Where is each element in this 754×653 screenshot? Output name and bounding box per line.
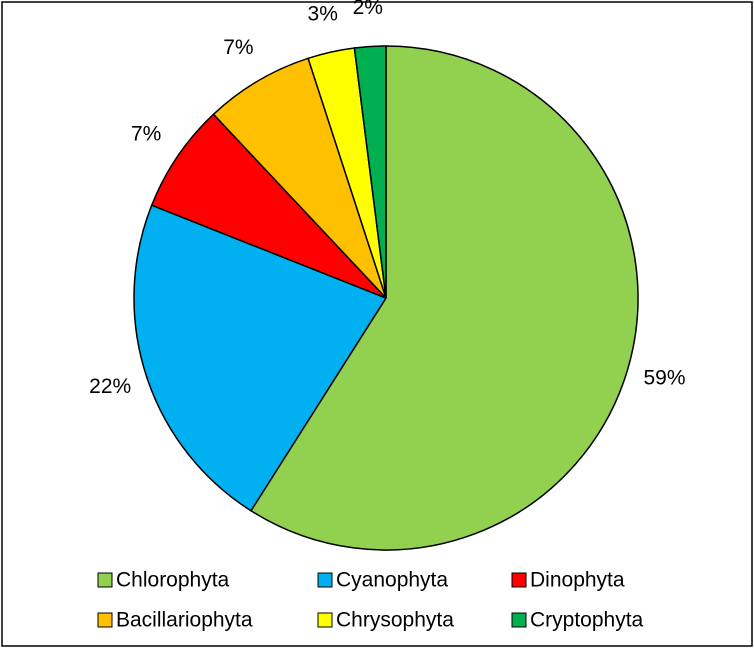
legend-swatch [97, 572, 113, 588]
data-label: 22% [89, 375, 131, 398]
legend-label: Bacillariophyta [116, 609, 253, 632]
pie-slice [150, 113, 387, 299]
pie-slice [353, 45, 387, 299]
legend-label: Chrysophyta [336, 609, 454, 632]
legend-swatch [97, 612, 113, 628]
data-label: 2% [353, 0, 383, 19]
pie-slice [212, 57, 387, 299]
data-label: 7% [131, 123, 161, 146]
pie-slice [249, 45, 639, 551]
legend-label: Chlorophyta [116, 569, 230, 592]
legend-swatch [317, 572, 333, 588]
legend-swatch [511, 612, 527, 628]
pie-slice [133, 204, 388, 512]
data-label: 3% [308, 3, 338, 26]
legend-swatch [317, 612, 333, 628]
legend-label: Dinophyta [530, 569, 625, 592]
data-label: 59% [643, 366, 685, 389]
legend-label: Cyanophyta [336, 569, 448, 592]
legend-swatch [511, 572, 527, 588]
legend-label: Cryptophyta [530, 609, 644, 632]
data-label: 7% [223, 36, 253, 59]
